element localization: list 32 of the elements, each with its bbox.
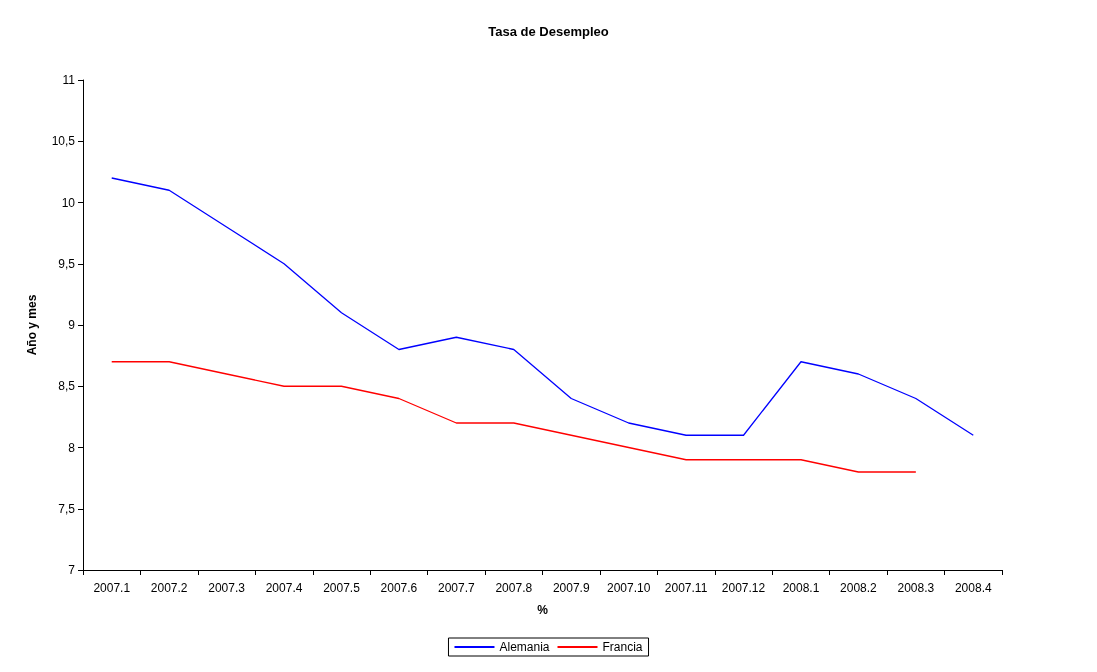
y-tick-label: 8 <box>68 440 76 455</box>
y-tick-label: 9 <box>68 318 76 332</box>
x-tick-label: 2007.12 <box>721 581 766 595</box>
x-tick-label: 2008.3 <box>897 581 935 595</box>
y-tick-label: 10,5 <box>51 134 76 149</box>
y-tick-label: 7,5 <box>58 501 76 516</box>
y-tick-label: 9,5 <box>58 256 76 271</box>
x-tick-label: 2007.3 <box>208 581 246 595</box>
y-tick-label: 7 <box>68 563 76 577</box>
line-series <box>111 177 974 436</box>
y-axis-title: Año y mes <box>25 294 39 356</box>
x-tick-label: 2007.7 <box>437 581 476 595</box>
x-tick-label: 2008.4 <box>954 581 992 595</box>
x-axis-title: % <box>537 603 549 617</box>
x-tick-label: 2007.5 <box>323 581 361 595</box>
x-tick-label: 2007.4 <box>265 581 303 595</box>
y-tick-label: 8,5 <box>58 379 76 394</box>
x-tick-label: 2007.2 <box>150 581 188 595</box>
x-tick-label: 2007.6 <box>380 581 418 595</box>
x-tick-label: 2007.11 <box>664 581 708 595</box>
x-tick-label: 2007.1 <box>93 581 131 595</box>
line-series <box>111 361 917 473</box>
x-tick-label: 2007.10 <box>606 581 651 595</box>
y-tick-label: 11 <box>62 73 76 87</box>
x-tick-label: 2008.1 <box>782 581 820 595</box>
x-tick-label: 2008.2 <box>840 581 878 595</box>
chart-title: Tasa de Desempleo <box>488 24 609 39</box>
x-tick-label: 2007.9 <box>552 581 590 595</box>
legend-label: Alemania <box>499 640 550 654</box>
y-tick-label: 10 <box>61 195 76 210</box>
x-tick-label: 2007.8 <box>495 581 533 595</box>
legend-label: Francia <box>602 640 643 654</box>
